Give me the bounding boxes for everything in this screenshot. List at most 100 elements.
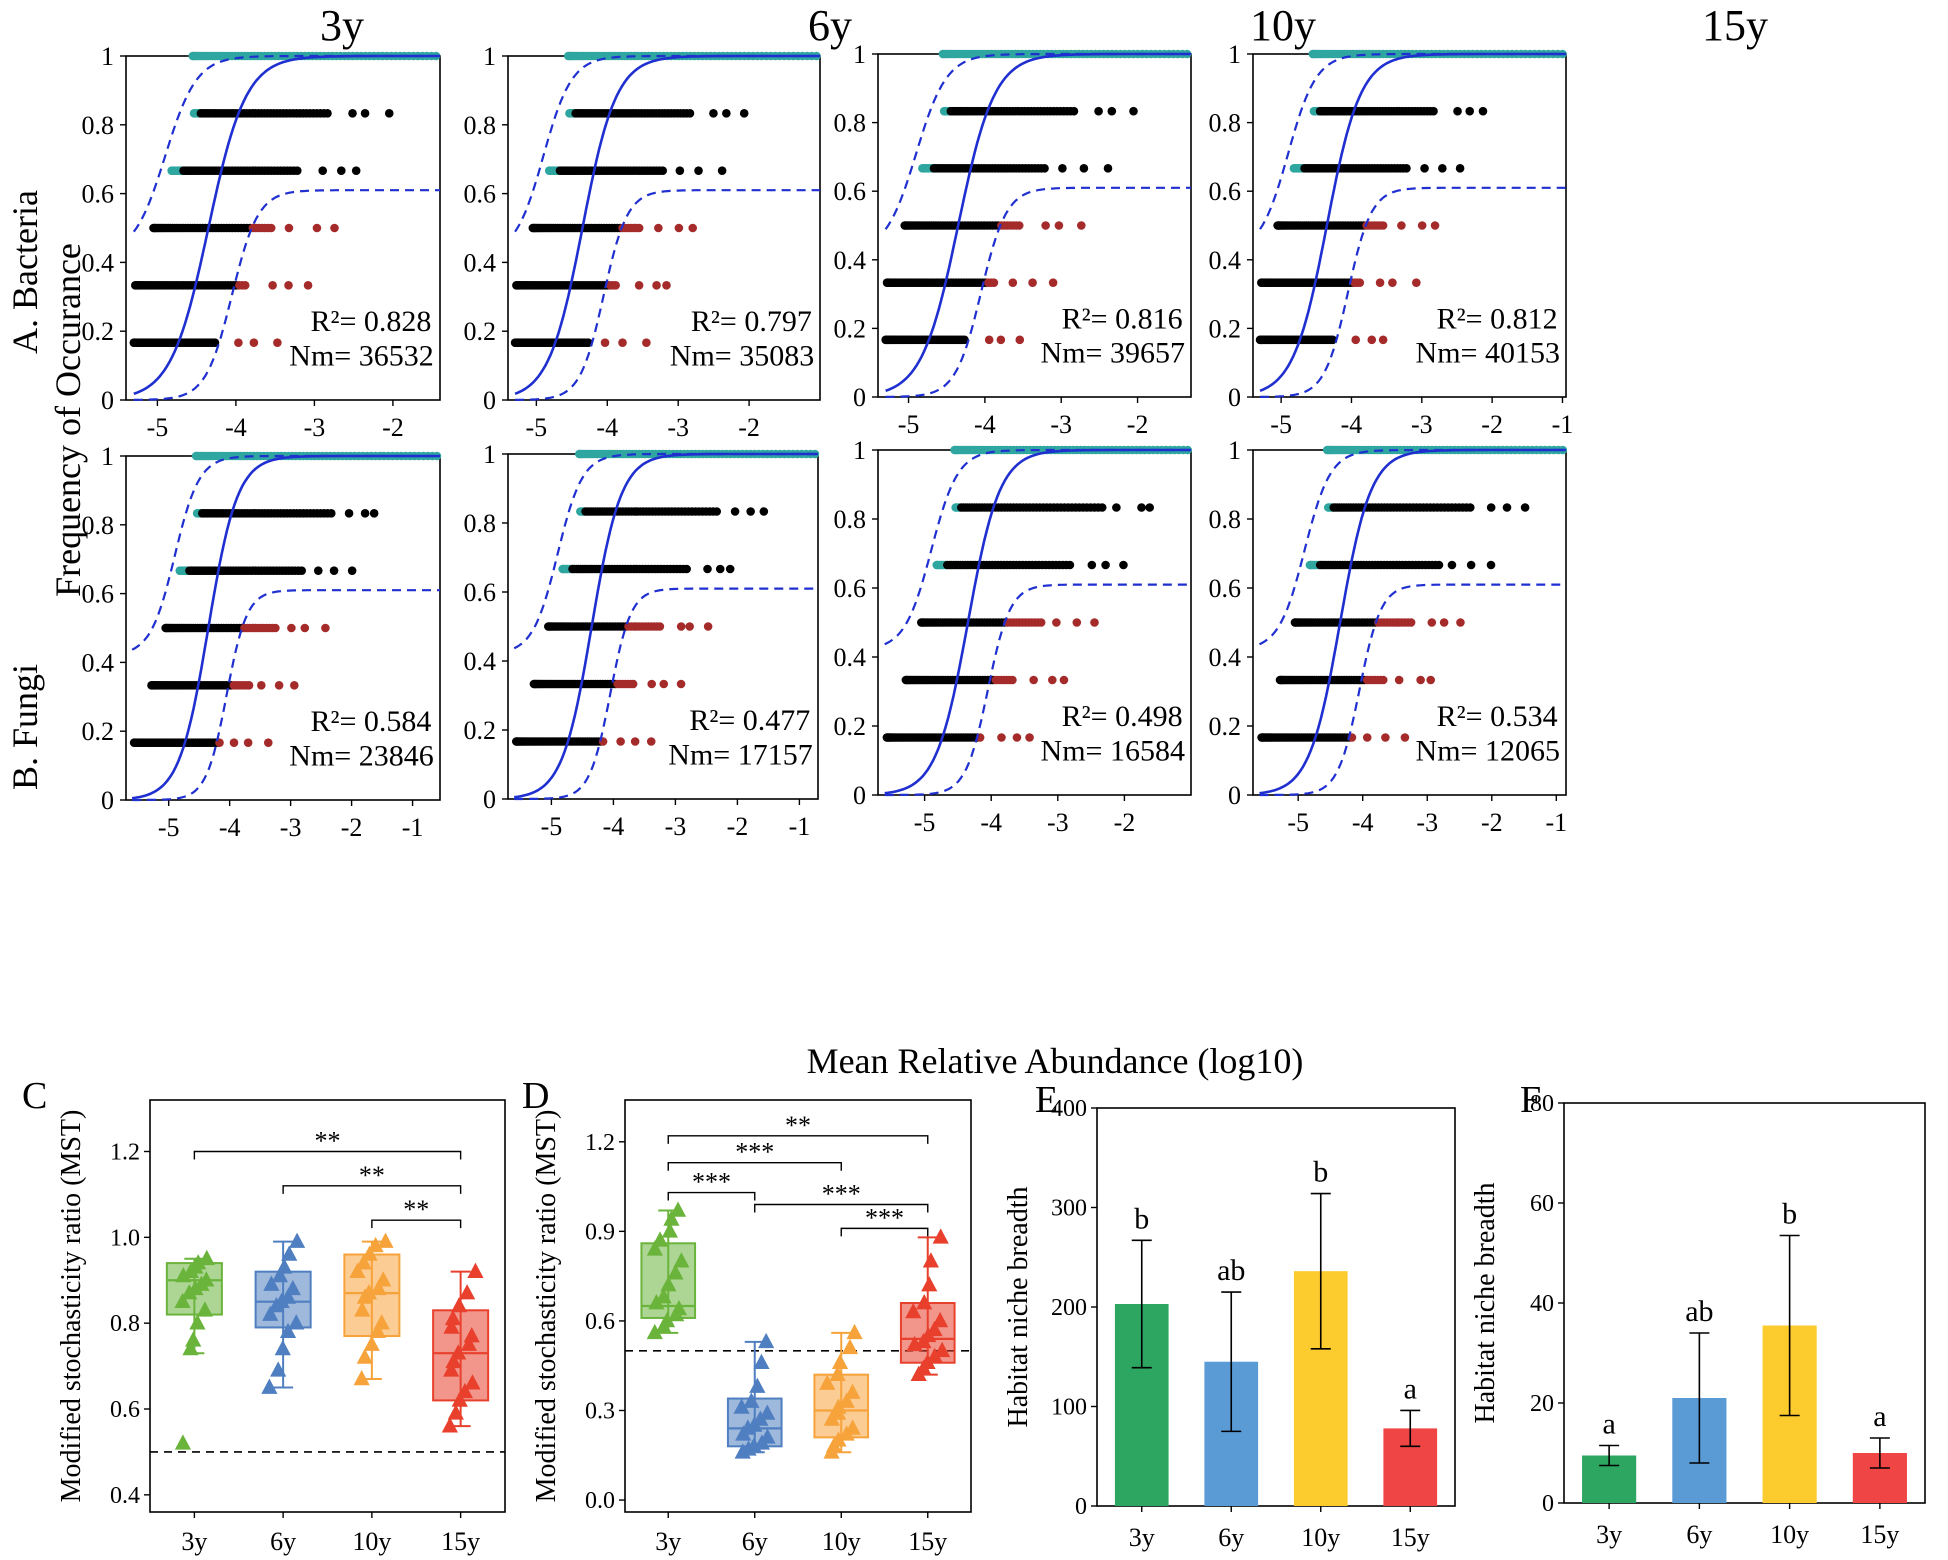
x-tick-label: 10y [1301, 1523, 1340, 1552]
data-point-triangle [758, 1332, 775, 1349]
occurrence-point [1416, 675, 1425, 685]
y-tick-label: 0.6 [1209, 177, 1242, 206]
occurrence-point [292, 166, 302, 175]
y-tick-label: 0.4 [834, 643, 867, 672]
occurrence-point [329, 566, 339, 575]
data-point-triangle [276, 1258, 293, 1274]
panel-letter: D [522, 1075, 549, 1117]
occurrence-point [297, 566, 306, 575]
occurrence-point [384, 109, 394, 118]
neutral-model-fit-line [131, 454, 440, 800]
x-tick-label: -5 [541, 812, 563, 841]
occurrence-point [229, 738, 239, 747]
data-point-triangle [673, 1252, 690, 1268]
x-tick-label: 10y [1770, 1520, 1809, 1549]
data-point-triangle [646, 1240, 663, 1256]
occurrence-point [654, 223, 663, 233]
significance-bracket [371, 1219, 462, 1229]
y-tick-label: 0.6 [82, 180, 115, 209]
occurrence-point [243, 738, 253, 747]
y-tick-label: 0.6 [834, 177, 867, 206]
plot-frame [1563, 1102, 1926, 1504]
data-point-triangle [174, 1292, 191, 1309]
data-point-triangle [288, 1232, 306, 1248]
occurrence-point [709, 109, 718, 118]
plot-frame [149, 1099, 506, 1513]
y-axis-label: Habitat niche breadth [1470, 1182, 1501, 1423]
occurrence-point [1090, 618, 1099, 627]
col-title-3y: 3y [320, 1, 364, 50]
occurrence-point [1406, 618, 1416, 627]
r2-annotation: R²= 0.477 [689, 704, 810, 737]
occurrence-point [655, 622, 665, 631]
y-tick-label: 0.4 [82, 248, 115, 277]
nm-annotation: Nm= 12065 [1416, 735, 1560, 768]
occurrence-point [1375, 278, 1385, 287]
data-point-triangle [441, 1417, 458, 1433]
r2-annotation: R²= 0.797 [691, 305, 812, 338]
y-tick-label: 0.6 [834, 574, 867, 603]
y-tick-label: 0.8 [834, 109, 867, 138]
significance-letter: a [1602, 1408, 1615, 1441]
occurrence-point [997, 733, 1006, 742]
significance-bracket [754, 1203, 929, 1213]
lower-confidence-line [1260, 186, 1566, 398]
y-tick-label: 1 [853, 40, 866, 69]
panel-C-boxplot: C Modified stochasticity ratio (MST) 0.4 0.… [22, 1075, 506, 1556]
occurrence-point [647, 679, 657, 689]
significance-bracket [282, 1185, 462, 1194]
data-point-triangle [174, 1434, 192, 1450]
lower-confidence-line [515, 189, 820, 401]
data-point-triangle [185, 1331, 202, 1347]
x-tick-label: -5 [898, 410, 920, 439]
x-tick-label: -2 [1481, 808, 1503, 837]
occurrence-point [284, 281, 293, 290]
data-point-triangle [660, 1276, 677, 1292]
nm-annotation: Nm= 35083 [670, 340, 814, 373]
occurrence-point [960, 335, 969, 345]
occurrence-point [703, 622, 713, 631]
significance-letter: b [1782, 1198, 1797, 1231]
data-point-triangle [261, 1378, 278, 1394]
data-point-triangle [819, 1374, 836, 1390]
data-point-triangle [451, 1391, 468, 1407]
occurrence-point [300, 623, 310, 633]
upper-confidence-line [1259, 448, 1566, 646]
y-tick-label: 400 [1051, 1096, 1087, 1122]
data-point-triangle [464, 1374, 481, 1390]
occurrence-point [1486, 560, 1496, 570]
occurrence-point [244, 681, 254, 690]
x-tick-label: 15y [1391, 1523, 1430, 1552]
upper-confidence-line [131, 454, 440, 651]
y-tick-label: 0.8 [834, 505, 867, 534]
occurrence-point [628, 679, 638, 689]
occurrence-point [1008, 278, 1018, 287]
y-tick-label: 0 [483, 386, 496, 415]
y-tick-label: 0 [853, 781, 866, 810]
x-tick-label: -2 [738, 413, 760, 442]
nm-annotation: Nm= 40153 [1416, 337, 1560, 370]
occurrence-point [1069, 106, 1079, 116]
y-tick-label: 1 [483, 440, 496, 469]
data-point-triangle [460, 1335, 478, 1351]
significance-bracket [667, 1191, 756, 1201]
y-tick-label: 0.6 [464, 578, 497, 607]
x-tick-label: -4 [596, 413, 618, 442]
data-point-triangle [262, 1305, 279, 1321]
significance-bracket [667, 1162, 842, 1171]
occurrence-point [1465, 106, 1475, 116]
occurrence-point [1025, 733, 1034, 742]
x-tick-label: -5 [158, 813, 180, 842]
occurrence-point [1079, 164, 1089, 173]
significance-letter: b [1134, 1202, 1149, 1235]
occurrence-point [1137, 503, 1146, 512]
data-point-triangle [349, 1262, 366, 1278]
data-point-triangle [648, 1294, 665, 1310]
data-point-triangle [271, 1266, 289, 1283]
occurrence-point [271, 623, 280, 633]
occurrence-point [984, 335, 994, 345]
occurrence-point [1008, 675, 1017, 685]
x-tick-label: -3 [1047, 808, 1069, 837]
